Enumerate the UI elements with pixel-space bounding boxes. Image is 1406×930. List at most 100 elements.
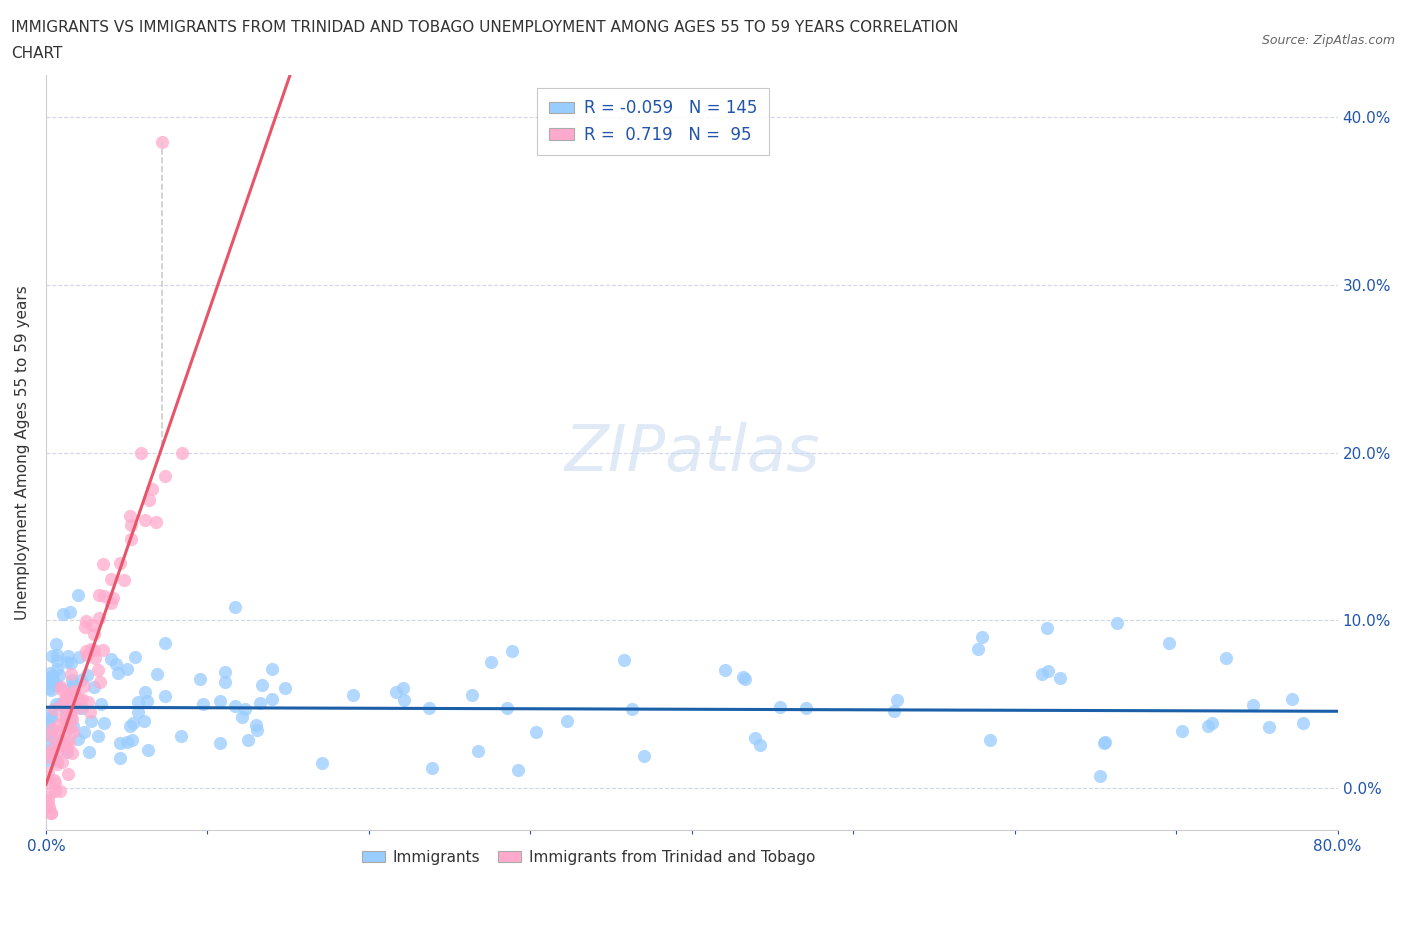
Point <box>37 734 59 749</box>
Point <box>1094 735 1116 750</box>
Point <box>59 666 82 681</box>
Point <box>136 694 159 709</box>
Point <box>44 776 66 790</box>
Point <box>731 670 754 684</box>
Point <box>46 756 69 771</box>
Point <box>506 763 529 777</box>
Point <box>108 556 131 571</box>
Point <box>713 662 735 677</box>
Point <box>87 610 110 625</box>
Point <box>39 683 62 698</box>
Point <box>39 710 62 724</box>
Point <box>53 692 76 707</box>
Point <box>45 697 67 711</box>
Point <box>89 674 111 689</box>
Point <box>67 693 90 708</box>
Point <box>48 668 70 683</box>
Point <box>41 722 63 737</box>
Point <box>460 687 482 702</box>
Point <box>260 662 283 677</box>
Point <box>479 655 502 670</box>
Point <box>972 630 994 644</box>
Y-axis label: Unemployment Among Ages 55 to 59 years: Unemployment Among Ages 55 to 59 years <box>15 286 30 620</box>
Point <box>79 745 101 760</box>
Point <box>70 672 93 687</box>
Point <box>65 688 87 703</box>
Point <box>37 797 59 812</box>
Point <box>56 734 79 749</box>
Point <box>49 783 72 798</box>
Point <box>342 687 364 702</box>
Point <box>53 737 76 752</box>
Point <box>418 700 440 715</box>
Point <box>87 728 110 743</box>
Text: Source: ZipAtlas.com: Source: ZipAtlas.com <box>1261 34 1395 47</box>
Point <box>117 661 139 676</box>
Point <box>524 724 547 739</box>
Point <box>37 746 59 761</box>
Point <box>48 724 70 738</box>
Point <box>51 679 73 694</box>
Point <box>1049 671 1071 685</box>
Point <box>249 696 271 711</box>
Point <box>76 668 98 683</box>
Point <box>44 751 66 766</box>
Point <box>56 698 79 713</box>
Point <box>41 649 63 664</box>
Point <box>734 671 756 686</box>
Point <box>208 694 231 709</box>
Point <box>45 677 67 692</box>
Point <box>1036 664 1059 679</box>
Point <box>38 711 60 726</box>
Point <box>56 655 79 670</box>
Point <box>55 691 77 706</box>
Point <box>80 618 103 632</box>
Point <box>46 653 69 668</box>
Point <box>62 672 84 687</box>
Point <box>145 514 167 529</box>
Point <box>246 723 269 737</box>
Text: CHART: CHART <box>11 46 63 61</box>
Point <box>90 697 112 711</box>
Point <box>621 701 644 716</box>
Point <box>75 614 97 629</box>
Point <box>76 647 98 662</box>
Point <box>170 445 193 460</box>
Point <box>79 705 101 720</box>
Point <box>62 687 84 702</box>
Point <box>100 572 122 587</box>
Point <box>60 711 83 726</box>
Point <box>73 724 96 739</box>
Point <box>39 666 62 681</box>
Point <box>66 700 89 715</box>
Point <box>51 732 73 747</box>
Point <box>37 671 59 686</box>
Point <box>83 643 105 658</box>
Point <box>141 482 163 497</box>
Point <box>38 775 60 790</box>
Point <box>80 642 103 657</box>
Point <box>555 713 578 728</box>
Point <box>52 711 75 725</box>
Point <box>39 805 62 820</box>
Point <box>46 742 69 757</box>
Point <box>1215 650 1237 665</box>
Point <box>124 650 146 665</box>
Point <box>83 627 105 642</box>
Point <box>70 700 93 715</box>
Point <box>1292 715 1315 730</box>
Point <box>193 697 215 711</box>
Point <box>79 713 101 728</box>
Point <box>245 717 267 732</box>
Point <box>60 698 83 712</box>
Point <box>420 761 443 776</box>
Point <box>51 754 73 769</box>
Point <box>48 717 70 732</box>
Point <box>150 135 173 150</box>
Point <box>52 606 75 621</box>
Legend: Immigrants, Immigrants from Trinidad and Tobago: Immigrants, Immigrants from Trinidad and… <box>356 844 821 871</box>
Point <box>796 700 818 715</box>
Point <box>91 643 114 658</box>
Point <box>41 676 63 691</box>
Point <box>153 469 176 484</box>
